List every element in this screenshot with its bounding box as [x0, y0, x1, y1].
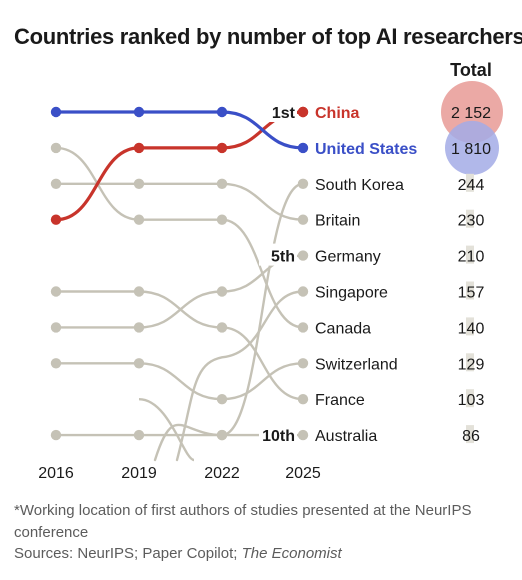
bump-chart: China 2 152 United States 1 810 South Korea 2…	[38, 81, 503, 482]
dot-canada-2025	[297, 322, 309, 333]
dot-france-2019	[133, 286, 145, 297]
dot-germany-2022	[216, 286, 228, 297]
dot-switzerland-2016	[50, 358, 62, 369]
country-label-britain: Britain	[315, 213, 360, 230]
sources-text: Sources: NeurIPS; Paper Copilot;	[14, 545, 242, 562]
total-value-australia: 86	[462, 428, 480, 445]
dot-australia-2022	[216, 429, 228, 441]
rank-label-bg-1	[259, 100, 297, 122]
country-label-china: China	[315, 105, 360, 122]
total-value-china: 2 152	[451, 105, 491, 122]
rank-label-bg-10	[259, 423, 297, 446]
x-tick-2022: 2022	[204, 465, 240, 482]
lines-layer	[54, 110, 305, 462]
dot-france-2016	[50, 286, 62, 297]
total-value-germany: 210	[458, 249, 485, 266]
dot-germany-2019	[133, 322, 145, 333]
line-switzerland	[54, 362, 305, 401]
total-value-united-states: 1 810	[451, 141, 491, 158]
dot-switzerland-2022	[216, 394, 228, 405]
dot-australia-2019	[133, 429, 145, 441]
country-label-canada: Canada	[315, 320, 371, 337]
rank-label-1: 1st	[272, 105, 296, 122]
dot-china-2025-top	[297, 106, 309, 118]
total-value-britain: 230	[458, 213, 485, 230]
total-value-singapore: 157	[458, 285, 485, 302]
dot-china-2022	[216, 142, 228, 154]
line-dip	[138, 398, 195, 462]
total-value-switzerland: 129	[458, 356, 485, 373]
line-south-korea	[153, 182, 305, 462]
dot-united-states-2025	[297, 142, 309, 154]
country-label-united-states: United States	[315, 141, 417, 158]
dot-germany-2025	[297, 250, 309, 261]
country-label-germany: Germany	[315, 249, 381, 266]
dot-germany-2016	[50, 322, 62, 333]
sources: Sources: NeurIPS; Paper Copilot; The Eco…	[14, 545, 510, 562]
dot-china-2016	[50, 214, 62, 225]
rank-label-10: 10th	[262, 428, 295, 445]
total-value-canada: 140	[458, 320, 485, 337]
rank-label-bg-5	[259, 243, 297, 266]
dot-south-korea-2025	[297, 178, 309, 189]
total-bar-canada	[466, 317, 474, 336]
dot-france-2022	[216, 322, 228, 333]
country-label-france: France	[315, 392, 365, 409]
dot-china-2019	[133, 142, 145, 154]
dot-switzerland-2025	[297, 358, 309, 369]
total-bar-france	[466, 389, 474, 408]
dot-singapore-2025	[297, 286, 309, 297]
line-singapore	[175, 290, 305, 462]
line-canada	[54, 146, 305, 329]
dot-united-states-2019	[133, 106, 145, 118]
total-bar-germany	[466, 245, 474, 264]
dots-layer	[50, 106, 309, 441]
x-tick-2025: 2025	[285, 465, 321, 482]
country-label-switzerland: Switzerland	[315, 356, 398, 373]
dot-switzerland-2019	[133, 358, 145, 369]
total-bar-south-korea	[466, 173, 474, 192]
country-label-south-korea: South Korea	[315, 177, 404, 194]
country-label-singapore: Singapore	[315, 285, 388, 302]
dot-britain-2019	[133, 178, 145, 189]
total-bar-britain	[466, 209, 474, 228]
total-bar-switzerland	[466, 353, 474, 372]
line-france	[54, 290, 305, 401]
dot-australia-2025	[297, 429, 309, 441]
dot-australia-2016	[50, 429, 62, 441]
sources-publication: The Economist	[241, 545, 342, 562]
line-united-states	[54, 110, 305, 150]
dot-britain-2025	[297, 214, 309, 225]
country-label-australia: Australia	[315, 428, 377, 445]
total-bubble-united-states	[445, 120, 499, 175]
x-tick-2016: 2016	[38, 465, 74, 482]
dot-britain-2022	[216, 178, 228, 189]
dot-canada-2022	[216, 214, 228, 225]
dot-canada-2019	[133, 214, 145, 225]
dot-united-states-2022	[216, 106, 228, 118]
total-header: Total	[450, 60, 492, 80]
dot-united-states-2016	[50, 106, 62, 118]
dot-france-2025	[297, 394, 309, 405]
dot-britain-2016	[50, 178, 62, 189]
total-value-france: 103	[458, 392, 485, 409]
rank-label-5: 5th	[271, 249, 295, 266]
chart-title: Countries ranked by number of top AI res…	[14, 24, 522, 49]
dot-canada-2016	[50, 142, 62, 154]
total-bar-singapore	[466, 281, 474, 300]
total-bar-australia	[466, 425, 474, 444]
footnote: *Working location of first authors of st…	[14, 502, 472, 541]
total-value-south-korea: 244	[458, 177, 485, 194]
x-tick-2019: 2019	[121, 465, 157, 482]
